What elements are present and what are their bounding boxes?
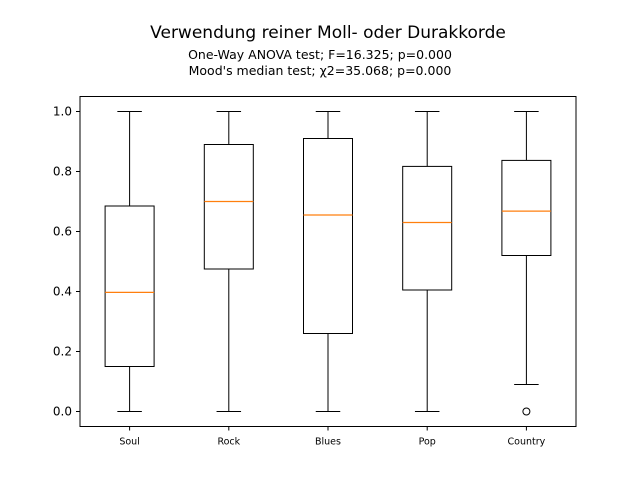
outlier-point: [522, 407, 531, 416]
plot-area: [104, 111, 552, 416]
y-tick-label: 0.4: [53, 285, 72, 299]
iqr-box: [104, 205, 155, 367]
box-soul: [104, 111, 155, 412]
chart-subtitle-anova: One-Way ANOVA test; F=16.325; p=0.000: [188, 47, 452, 62]
x-tick-label: Rock: [217, 437, 240, 448]
y-tick-label: 0.6: [53, 225, 72, 239]
box-blues: [303, 111, 353, 412]
x-tick-label: Soul: [119, 437, 140, 448]
x-tick-label: Pop: [419, 437, 436, 448]
y-tick-label: 0.2: [53, 345, 72, 359]
x-tick-label: Country: [508, 437, 546, 448]
box-pop: [402, 111, 453, 412]
iqr-box: [303, 138, 353, 334]
y-tick-label: 0.0: [53, 405, 72, 419]
chart-title: Verwendung reiner Moll- oder Durakkorde: [150, 23, 506, 43]
box-country: [501, 111, 552, 416]
y-axis: 0.0 0.2 0.4 0.6 0.8 1.0: [53, 105, 80, 419]
chart-subtitle-mood: Mood's median test; χ2=35.068; p=0.000: [189, 63, 452, 78]
x-tick-label: Blues: [315, 437, 341, 448]
axes-frame: [79, 96, 577, 427]
y-tick-label: 0.8: [53, 165, 72, 179]
x-axis: Soul Rock Blues Pop Country: [119, 426, 546, 448]
iqr-box: [203, 144, 254, 270]
y-tick-label: 1.0: [53, 105, 72, 119]
iqr-box: [501, 159, 552, 256]
box-rock: [203, 111, 254, 412]
iqr-box: [402, 165, 453, 291]
